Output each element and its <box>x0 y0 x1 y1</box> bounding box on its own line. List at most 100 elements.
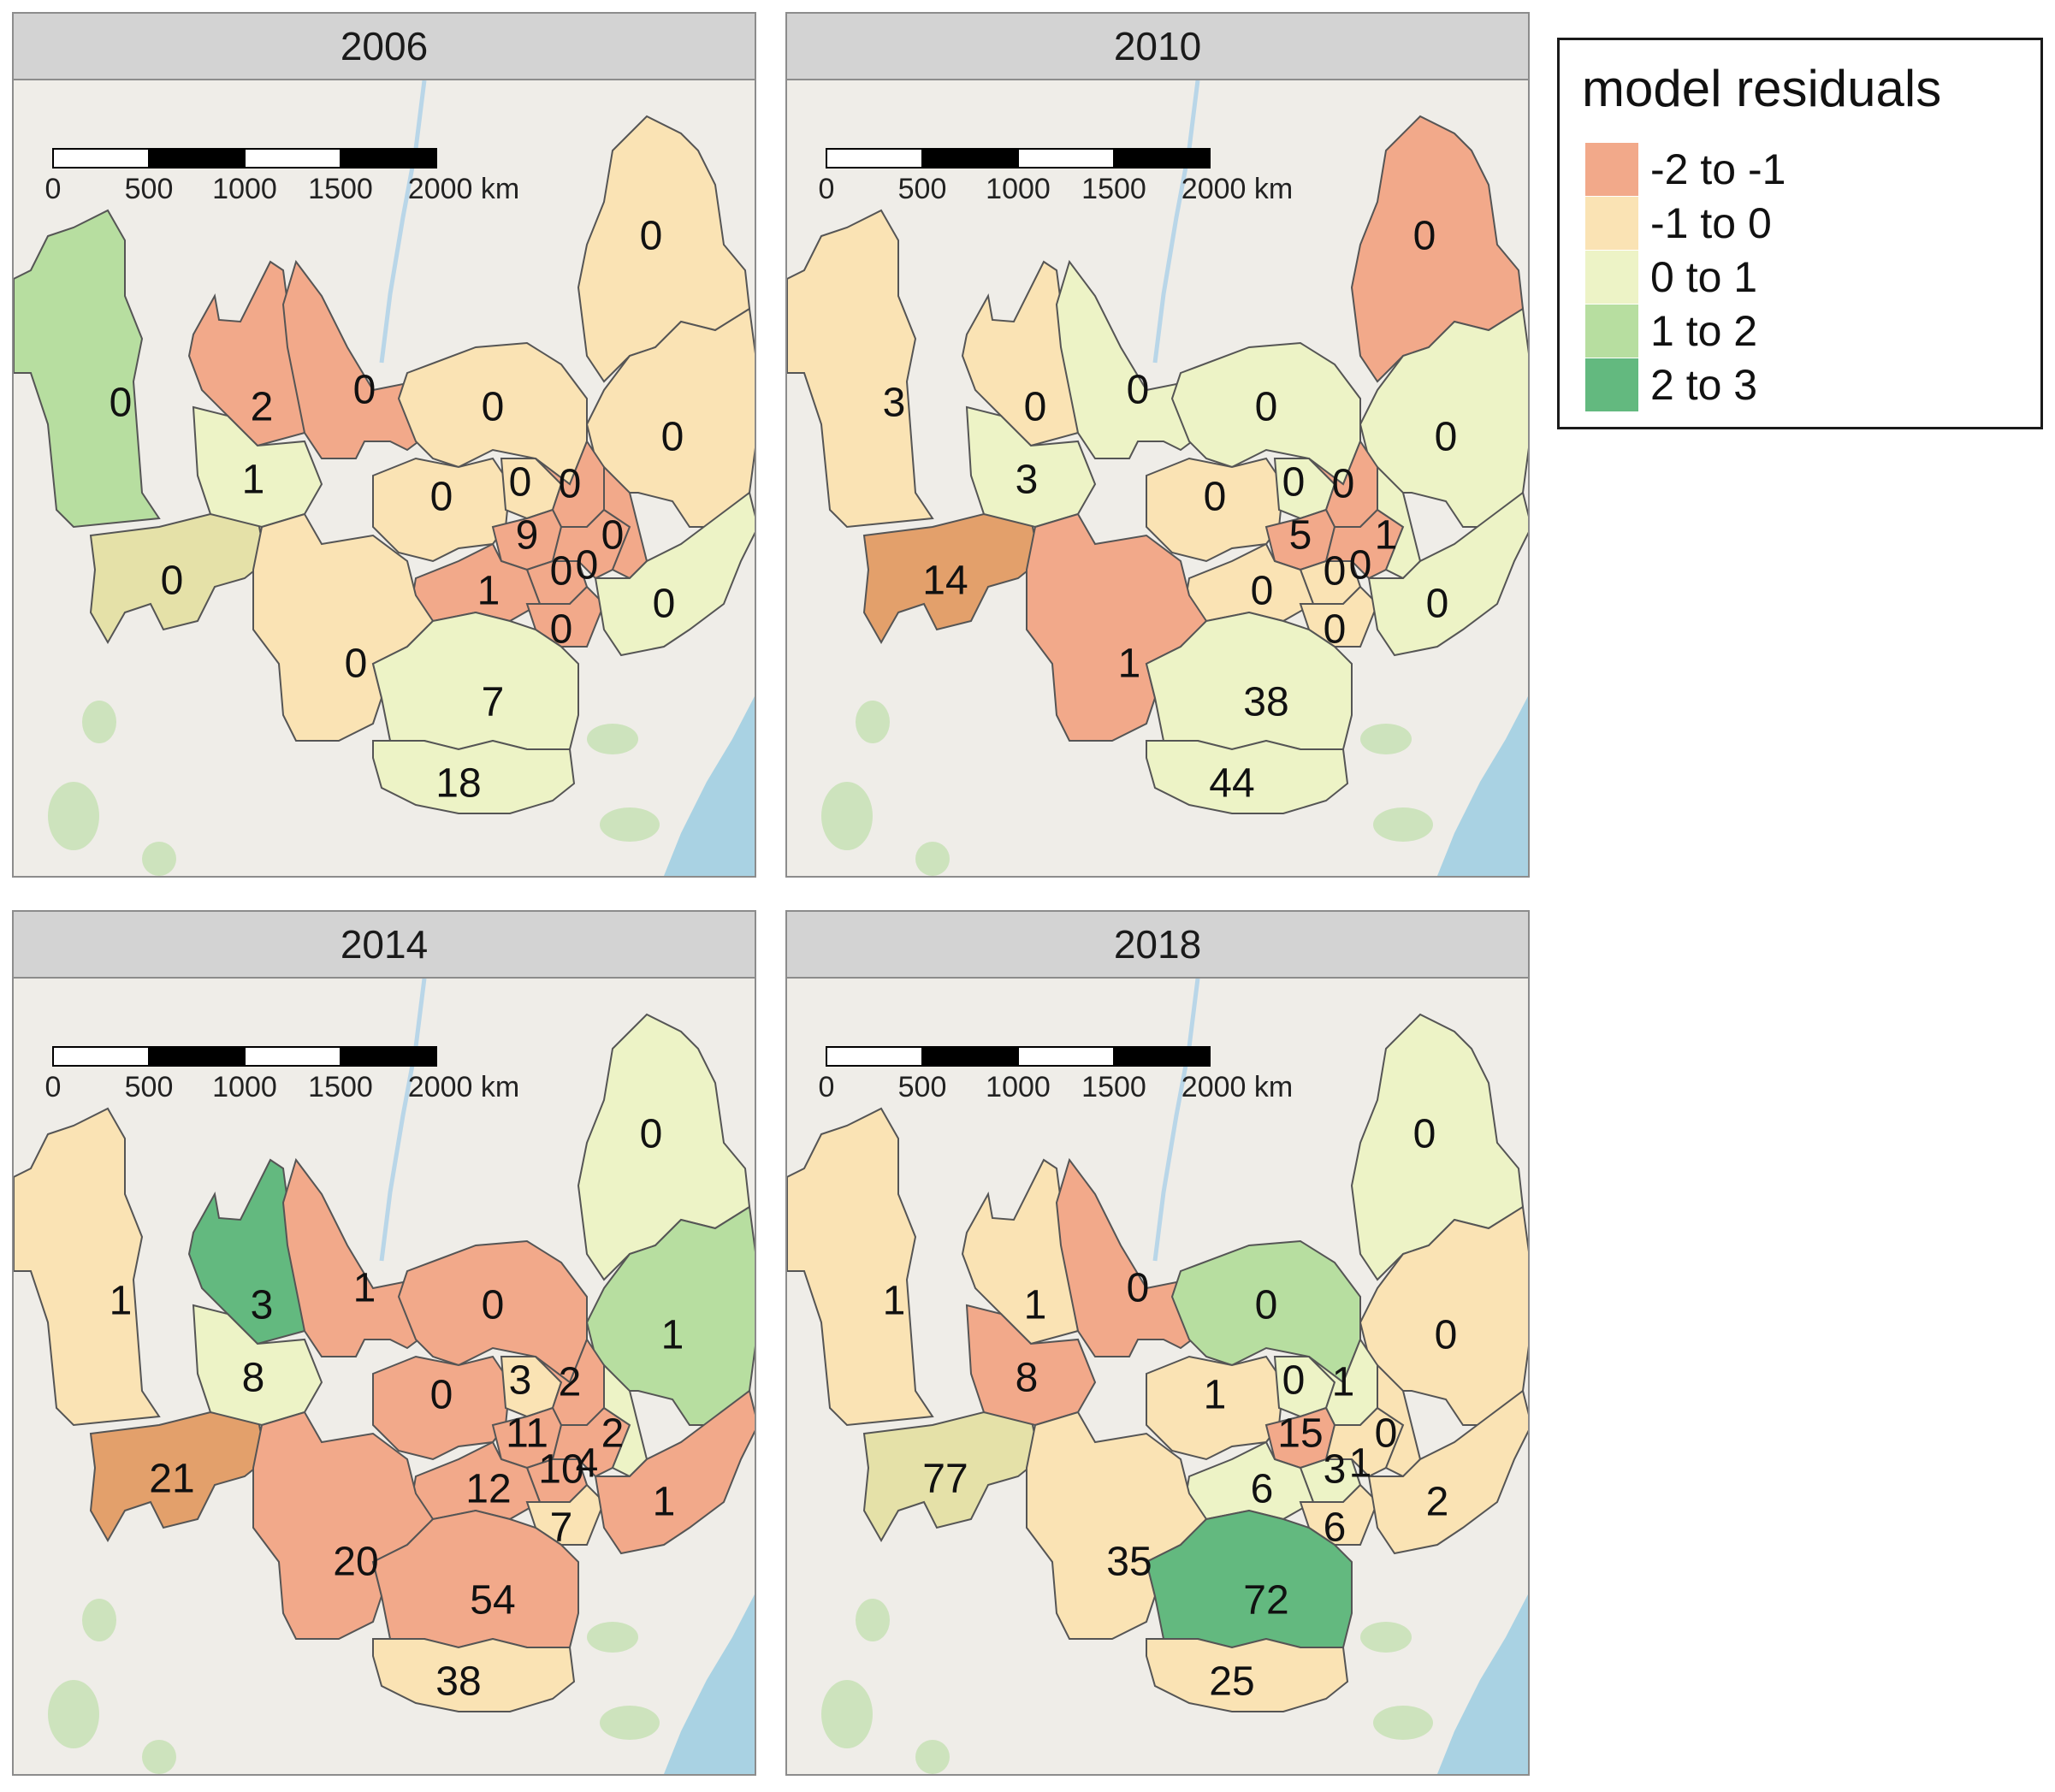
vegetation-patch <box>856 701 890 743</box>
scale-segment <box>826 1046 923 1067</box>
legend-item: 0 to 1 <box>1585 251 1757 304</box>
region-label-c2: 3 <box>509 1358 532 1404</box>
region-label-c1: 0 <box>1204 475 1227 520</box>
scale-tick-label: 2000 km <box>408 1071 519 1103</box>
region-label-s1: 54 <box>470 1578 515 1623</box>
panel-title: 2006 <box>14 14 755 80</box>
vegetation-patch <box>142 842 176 876</box>
region-label-sw: 0 <box>161 559 184 604</box>
lake-water <box>664 696 755 876</box>
region-s2 <box>1146 1637 1349 1712</box>
region-label-c5: 3 <box>1324 1447 1347 1493</box>
region-label-ne: 0 <box>1413 1112 1436 1157</box>
region-label-sw: 77 <box>922 1457 968 1502</box>
panel-title: 2010 <box>787 14 1528 80</box>
region-label-nw2: 1 <box>1024 1283 1047 1328</box>
scale-segment <box>1113 148 1211 169</box>
region-label-scenter: 20 <box>333 1540 378 1585</box>
region-label-ncenter: 0 <box>1255 385 1278 430</box>
region-label-c5: 10 <box>538 1447 583 1493</box>
scale-segment <box>1017 1046 1115 1067</box>
region-midw <box>192 1304 323 1427</box>
region-label-river: 0 <box>1127 368 1150 413</box>
region-label-c5: 0 <box>550 549 573 594</box>
lake-water <box>1437 696 1528 876</box>
region-label-c6: 4 <box>576 1441 599 1487</box>
scale-segment <box>340 148 437 169</box>
region-river <box>281 259 426 459</box>
region-label-ncenter: 0 <box>482 1283 505 1328</box>
region-se <box>594 491 755 657</box>
region-label-e: 0 <box>1435 1313 1458 1358</box>
region-label-se: 1 <box>653 1480 676 1525</box>
vegetation-patch <box>1373 807 1433 842</box>
vegetation-patch <box>856 1599 890 1641</box>
region-label-midw: 3 <box>1016 458 1039 503</box>
region-label-c7: 0 <box>1375 1411 1398 1457</box>
region-label-c4: 15 <box>1277 1411 1323 1457</box>
legend-item: 1 to 2 <box>1585 305 1757 358</box>
region-label-scenter: 1 <box>1118 642 1141 687</box>
region-label-e: 0 <box>1435 415 1458 460</box>
region-label-c2: 0 <box>1282 460 1306 506</box>
region-label-scenter: 35 <box>1106 1540 1152 1585</box>
legend-item: 2 to 3 <box>1585 358 1757 411</box>
region-label-c9: 0 <box>1324 607 1347 653</box>
region-label-s1: 72 <box>1243 1578 1288 1623</box>
scale-segment <box>148 148 246 169</box>
region-label-west: 3 <box>883 381 906 426</box>
region-label-c1: 0 <box>430 475 453 520</box>
region-label-nw2: 3 <box>251 1283 274 1328</box>
scale-tick-label: 1500 <box>1081 1071 1146 1103</box>
vegetation-patch <box>821 1680 873 1748</box>
legend-label: 2 to 3 <box>1650 361 1758 409</box>
region-label-se: 2 <box>1426 1480 1449 1525</box>
scale-tick-label: 500 <box>125 173 174 205</box>
region-midw <box>192 405 323 529</box>
region-label-c3: 0 <box>1332 462 1355 507</box>
scale-segment <box>340 1046 437 1067</box>
map-panel-2014: 2014 1 21 3 8 1 0 0 1 0 3 2 11 10 4 2 12 7 1 20 54 38 0 500 1000… <box>12 910 756 1776</box>
legend-swatch <box>1585 305 1638 358</box>
region-label-c8: 1 <box>477 569 500 614</box>
scale-tick-label: 1000 <box>986 173 1051 205</box>
map-panel-2018: 2018 1 77 1 8 0 0 0 0 1 0 1 15 3 1 0 6 6 2 35 72 25 0 500 1000 15… <box>785 910 1530 1776</box>
vegetation-patch <box>142 1740 176 1774</box>
region-label-c5: 0 <box>1324 549 1347 594</box>
region-river <box>1055 259 1199 459</box>
region-label-ncenter: 0 <box>482 385 505 430</box>
region-river <box>1055 1157 1199 1357</box>
region-se <box>594 1389 755 1555</box>
region-label-c2: 0 <box>1282 1358 1306 1404</box>
region-label-c7: 0 <box>601 513 625 559</box>
scale-tick-label: 1500 <box>308 173 373 205</box>
map-panel-2010: 2010 3 14 0 3 0 0 0 0 0 0 0 5 0 0 1 0 0 0 1 38 44 0 500 1000 1500… <box>785 12 1530 878</box>
scale-tick-label: 1000 <box>212 1071 277 1103</box>
region-label-se: 0 <box>653 582 676 627</box>
region-label-c6: 1 <box>1349 1441 1372 1487</box>
region-se <box>1367 1389 1528 1555</box>
region-label-c1: 0 <box>430 1373 453 1418</box>
region-label-c8: 12 <box>465 1467 511 1512</box>
region-label-c4: 5 <box>1289 513 1312 559</box>
scale-segment <box>826 148 923 169</box>
region-label-c2: 0 <box>509 460 532 506</box>
panel-title: 2018 <box>787 912 1528 979</box>
scale-segment <box>921 1046 1019 1067</box>
scale-bar: 0 500 1000 1500 2000 km <box>819 1046 1293 1103</box>
region-label-c1: 1 <box>1204 1373 1227 1418</box>
region-west <box>787 1107 934 1427</box>
vegetation-patch <box>915 1740 950 1774</box>
region-label-river: 0 <box>353 368 376 413</box>
vegetation-patch <box>600 807 660 842</box>
region-label-c9: 0 <box>550 607 573 653</box>
vegetation-patch <box>48 782 99 850</box>
scale-bar: 0 500 1000 1500 2000 km <box>819 148 1293 205</box>
scale-tick-label: 1500 <box>1081 173 1146 205</box>
vegetation-patch <box>587 1622 638 1653</box>
region-west <box>14 209 161 529</box>
scale-bar: 0 500 1000 1500 2000 km <box>45 1046 519 1103</box>
region-label-c8: 6 <box>1251 1467 1274 1512</box>
legend-label: 1 to 2 <box>1650 307 1758 355</box>
